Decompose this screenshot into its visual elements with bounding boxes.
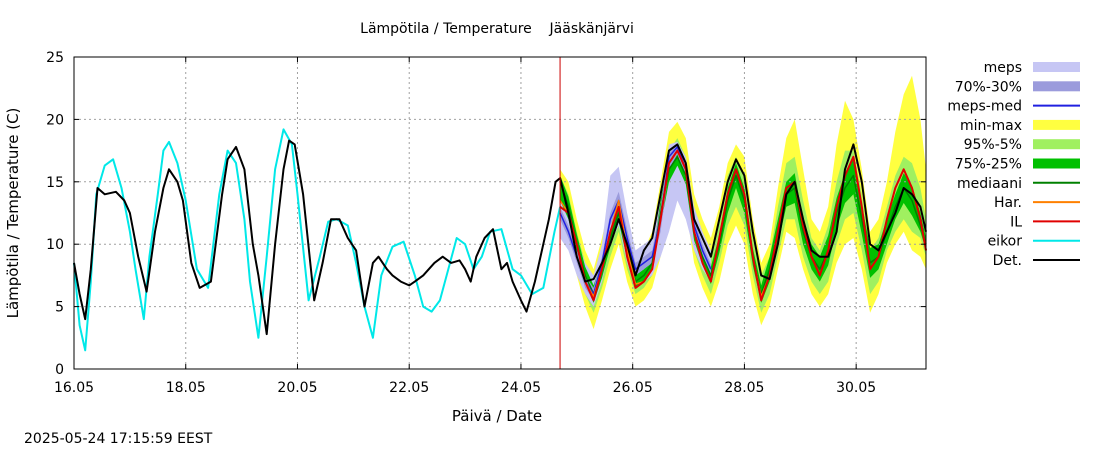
legend-item-75-25: 75%-25%	[955, 157, 1080, 173]
x-tick-label: 28.05	[724, 380, 764, 396]
x-tick-label: 26.05	[613, 380, 653, 396]
x-tick-label: 30.05	[836, 380, 876, 396]
legend-label: 95%-5%	[964, 137, 1022, 153]
series-line-det	[73, 139, 927, 336]
x-tick-label: 20.05	[277, 380, 317, 396]
legend-label: IL	[1010, 214, 1022, 230]
legend-item-mediaani: mediaani	[957, 176, 1080, 192]
x-tick-label: 24.05	[501, 380, 541, 396]
legend-item-min-max: min-max	[960, 118, 1080, 134]
timestamp: 2025-05-24 17:15:59 EEST	[24, 431, 213, 447]
series-line-il	[559, 149, 927, 302]
legend-label: 75%-25%	[955, 157, 1022, 173]
legend-item-meps-med: meps-med	[947, 99, 1080, 115]
y-tick-label: 5	[55, 300, 64, 316]
plot-frame	[73, 56, 927, 370]
legend-swatch	[1033, 81, 1080, 92]
legend-label: mediaani	[957, 176, 1022, 192]
legend: meps 70%-30% meps-med min-max 95%-5% 75%-25% m…	[947, 60, 1080, 269]
band-meps	[560, 141, 711, 307]
legend-swatch	[1033, 139, 1080, 150]
forecast-bands	[560, 75, 926, 330]
legend-label: meps	[984, 60, 1022, 76]
chart-title: Lämpötila / Temperature Jääskänjärvi	[360, 21, 634, 37]
legend-item-meps: meps	[984, 60, 1080, 76]
legend-item-il: IL	[1010, 214, 1080, 230]
x-axis-label: Päivä / Date	[452, 407, 542, 425]
y-tick-label: 0	[55, 362, 64, 378]
legend-swatch	[1033, 119, 1080, 130]
legend-item-har: Har.	[994, 195, 1080, 211]
legend-item-eikor: eikor	[988, 234, 1080, 250]
legend-swatch	[1033, 62, 1080, 72]
legend-swatch	[1033, 158, 1080, 169]
y-tick-label: 15	[46, 175, 64, 191]
x-tick-label: 16.05	[54, 380, 94, 396]
grid	[74, 57, 926, 369]
y-tick-label: 25	[46, 50, 64, 66]
axis-ticks: 0 5 10 15 20 25 16.05 18.05 20.05 22.05 24.05 26.05…	[46, 50, 926, 396]
legend-label: 70%-30%	[955, 79, 1022, 95]
x-tick-label: 22.05	[389, 380, 429, 396]
legend-item-det: Det.	[993, 253, 1080, 269]
x-tick-label: 18.05	[166, 380, 206, 396]
legend-label: eikor	[988, 234, 1023, 250]
y-axis-label: Lämpötila / Temperature (C)	[4, 108, 22, 319]
y-tick-label: 20	[46, 112, 64, 128]
series-line-eikor	[73, 128, 562, 352]
legend-label: meps-med	[947, 99, 1022, 115]
legend-item-70-30: 70%-30%	[955, 79, 1080, 95]
legend-label: Det.	[993, 253, 1022, 269]
series-lines	[73, 57, 927, 369]
legend-label: min-max	[960, 118, 1022, 134]
y-tick-label: 10	[46, 237, 64, 253]
legend-label: Har.	[994, 195, 1022, 211]
legend-item-95-5: 95%-5%	[964, 137, 1080, 153]
